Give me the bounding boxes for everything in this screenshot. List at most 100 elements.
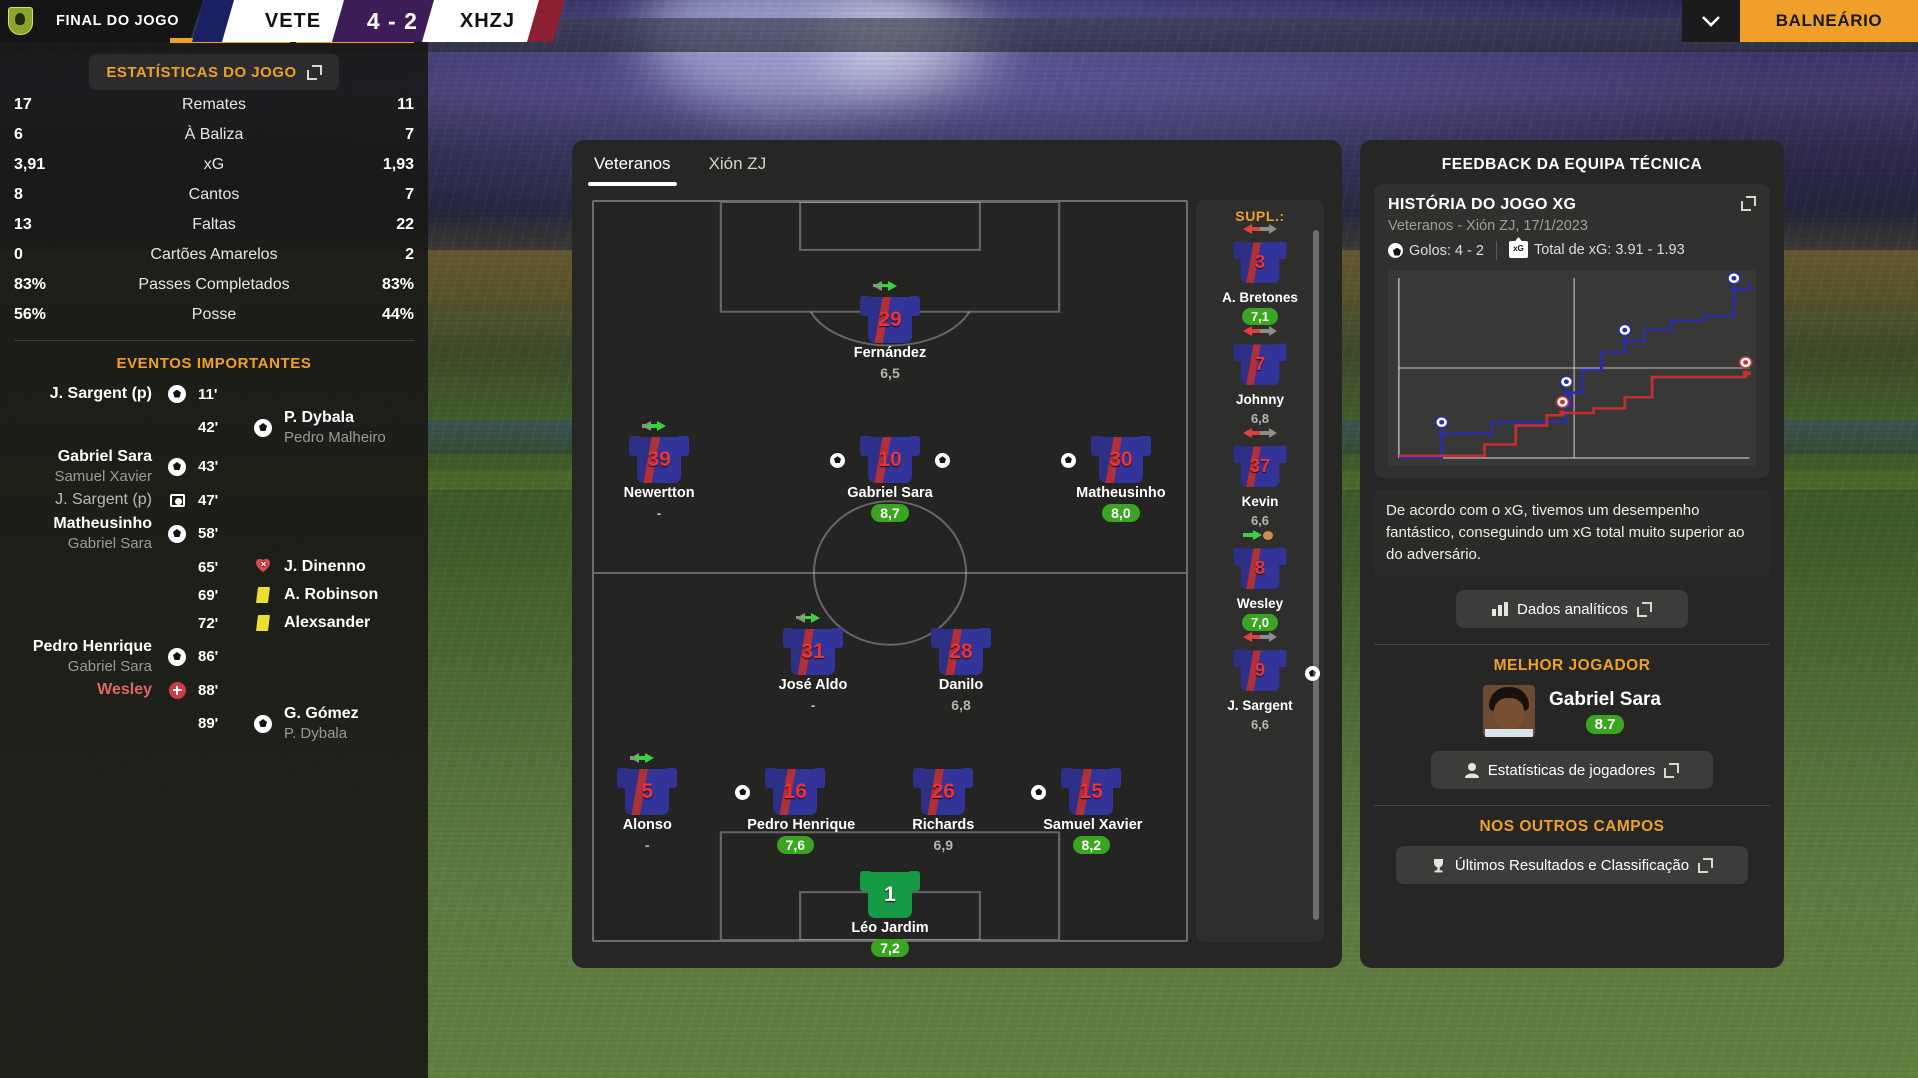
- stat-home-value: 0: [14, 246, 23, 263]
- event-away-slot: A. Robinson: [280, 585, 428, 605]
- latest-results-button[interactable]: Últimos Resultados e Classificação: [1396, 846, 1748, 884]
- expand-icon[interactable]: [1741, 196, 1756, 211]
- events-title: EVENTOS IMPORTANTES: [116, 355, 312, 372]
- stat-away-value: 11: [397, 96, 414, 113]
- player-stats-button[interactable]: Estatísticas de jogadores: [1431, 751, 1713, 789]
- stat-row: 0 Cartões Amarelos 2: [0, 240, 428, 270]
- feedback-text: De acordo com o xG, tivemos um desempenh…: [1374, 490, 1770, 576]
- substitution-arrows-icon: [642, 420, 676, 433]
- event-row[interactable]: Matheusinho Gabriel Sara 58': [0, 514, 428, 553]
- shirt-number: 16: [783, 779, 807, 803]
- pitch-player[interactable]: 39 Newertton -: [611, 420, 707, 523]
- substitute-rating: 6,6: [1250, 717, 1270, 732]
- expand-icon[interactable]: [1664, 762, 1680, 778]
- event-row[interactable]: 89' G. Gómez P. Dybala: [0, 704, 428, 743]
- event-row[interactable]: 69' A. Robinson: [0, 581, 428, 609]
- event-minute: 43': [198, 458, 219, 475]
- player-rating: -: [644, 836, 650, 853]
- event-assist: P. Dybala: [284, 725, 348, 742]
- club-crest[interactable]: [0, 0, 40, 42]
- event-icon: [160, 524, 194, 543]
- event-minute: 42': [198, 419, 219, 436]
- expand-icon[interactable]: [306, 64, 322, 80]
- player-name: Alonso: [622, 816, 672, 833]
- event-row[interactable]: J. Sargent (p) 47': [0, 486, 428, 514]
- panel-title: FEEDBACK DA EQUIPA TÉCNICA: [1441, 156, 1703, 173]
- substitute-player[interactable]: 3 A. Bretones 7,1: [1196, 224, 1324, 326]
- pitch-player[interactable]: 26 Richards 6,9: [895, 763, 991, 855]
- player-shirt: 8: [1233, 543, 1287, 589]
- stat-home-value: 6: [14, 126, 23, 143]
- best-player-row[interactable]: Gabriel Sara 8.7: [1374, 685, 1770, 737]
- player-name: Newertton: [623, 484, 695, 501]
- pitch-player[interactable]: 28 Danilo 6,8: [913, 623, 1009, 715]
- stat-row: 17 Remates 11: [0, 90, 428, 120]
- event-row[interactable]: 65' J. Dinenno: [0, 553, 428, 581]
- xg-card-title: HISTÓRIA DO JOGO XG: [1388, 196, 1577, 213]
- pitch-player[interactable]: 15 Samuel Xavier 8,2: [1031, 763, 1142, 855]
- substitution-arrows-icon: [1243, 326, 1277, 338]
- event-assist: Gabriel Sara: [67, 535, 152, 552]
- substitute-player[interactable]: 8 Wesley 7,0: [1196, 530, 1324, 632]
- substitution-icon: [168, 681, 186, 699]
- event-row[interactable]: Gabriel Sara Samuel Xavier 43': [0, 447, 428, 486]
- analytics-button[interactable]: Dados analíticos: [1456, 590, 1688, 628]
- substitute-player[interactable]: 7 Johnny 6,8: [1196, 326, 1324, 428]
- event-player: Pedro Henrique: [32, 638, 152, 655]
- team-tabs: Veteranos Xión ZJ: [572, 140, 1342, 186]
- tab-away-team[interactable]: Xión ZJ: [708, 154, 767, 173]
- shirt-number: 9: [1254, 660, 1266, 681]
- divider: [14, 340, 414, 341]
- yellow-card-icon: [256, 587, 270, 603]
- stat-home-value: 17: [14, 96, 32, 113]
- expand-icon[interactable]: [1636, 601, 1652, 617]
- pitch-player[interactable]: 31 José Aldo -: [765, 612, 861, 715]
- stats-header-button[interactable]: ESTATÍSTICAS DO JOGO: [89, 54, 339, 90]
- event-icon: [160, 457, 194, 476]
- event-icon: [160, 385, 194, 403]
- player-shirt: 7: [1233, 339, 1287, 385]
- event-row[interactable]: Pedro Henrique Gabriel Sara 86': [0, 637, 428, 676]
- chevron-down-icon[interactable]: [1682, 0, 1740, 42]
- player-rating: 6,8: [951, 696, 971, 713]
- divider: [1374, 644, 1770, 645]
- substitute-player[interactable]: 9 J. Sargent 6,6: [1196, 632, 1324, 734]
- expand-icon[interactable]: [1698, 857, 1714, 873]
- pitch-player[interactable]: 29 Fernández 6,5: [842, 280, 938, 383]
- substitutes-scrollbar[interactable]: [1313, 230, 1319, 920]
- tab-home-team[interactable]: Veteranos: [588, 154, 677, 186]
- player-shirt: 5: [617, 763, 678, 815]
- pitch-player[interactable]: 5 Alonso -: [599, 752, 695, 855]
- xg-chart: [1388, 270, 1756, 466]
- player-name: Léo Jardim: [851, 920, 929, 937]
- substitute-player[interactable]: 37 Kevin 6,6: [1196, 428, 1324, 530]
- score-label: 4 - 2: [367, 7, 419, 34]
- event-row[interactable]: 72' Alexsander: [0, 609, 428, 637]
- pitch-markings: [594, 202, 1186, 940]
- stats-header-label: ESTATÍSTICAS DO JOGO: [106, 63, 297, 81]
- event-row[interactable]: J. Sargent (p) 11': [0, 380, 428, 408]
- dressing-room-button[interactable]: BALNEÁRIO: [1740, 0, 1918, 42]
- substitution-arrows-icon: [1243, 428, 1277, 440]
- player-shirt: 37: [1233, 441, 1287, 487]
- stat-row: 56% Posse 44%: [0, 300, 428, 330]
- pitch-player[interactable]: 1 Léo Jardim 7,2: [842, 866, 938, 958]
- player-rating: -: [810, 696, 816, 713]
- pitch-player[interactable]: 30 Matheusinho 8,0: [1060, 431, 1169, 523]
- stat-label: À Baliza: [184, 126, 244, 143]
- match-status-label: FINAL DO JOGO: [56, 13, 180, 29]
- event-row[interactable]: 42' P. Dybala Pedro Malheiro: [0, 408, 428, 447]
- pitch-player[interactable]: 16 Pedro Henrique 7,6: [735, 763, 856, 855]
- player-shirt: 10: [860, 431, 920, 483]
- player-name: Gabriel Sara: [847, 484, 933, 501]
- goals-label: Golos: 4 - 2: [1409, 242, 1484, 259]
- event-assist: Pedro Malheiro: [284, 429, 386, 446]
- player-name: Pedro Henrique: [747, 816, 856, 833]
- pitch-player[interactable]: 10 Gabriel Sara 8,7: [830, 431, 950, 523]
- shirt-number: 5: [641, 779, 654, 803]
- event-row[interactable]: Wesley 88': [0, 676, 428, 704]
- stat-label: Remates: [181, 96, 247, 113]
- event-minute: 72': [198, 614, 219, 632]
- player-rating: -: [656, 504, 662, 521]
- substitute-rating: 6,6: [1250, 513, 1270, 528]
